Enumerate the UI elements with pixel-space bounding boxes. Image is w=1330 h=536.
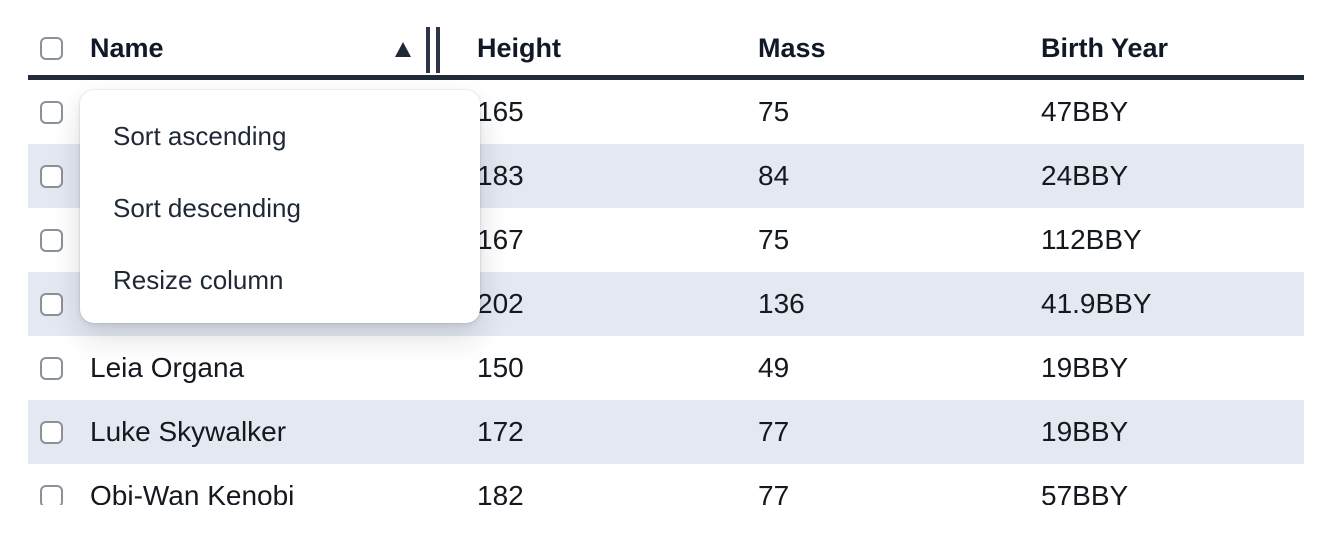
cell-height: 183 bbox=[477, 160, 524, 191]
cell-birth-year: 19BBY bbox=[1041, 352, 1129, 383]
data-table: Name Height Mass Birth Year 165 75 47BBY bbox=[28, 0, 1304, 505]
cell-height: 150 bbox=[477, 352, 524, 383]
menu-item-resize-column-label: Resize column bbox=[113, 264, 284, 295]
row-checkbox[interactable] bbox=[40, 292, 63, 316]
cell-name: Obi-Wan Kenobi bbox=[90, 480, 295, 505]
table-header-row: Name Height Mass Birth Year bbox=[28, 0, 1304, 80]
cell-birth-year: 19BBY bbox=[1041, 416, 1129, 447]
cell-mass: 75 bbox=[758, 96, 790, 127]
cell-mass: 77 bbox=[758, 416, 790, 447]
cell-mass: 75 bbox=[758, 224, 790, 255]
column-header-birth-year-label: Birth Year bbox=[1041, 33, 1169, 63]
column-header-height-label: Height bbox=[477, 33, 561, 63]
row-checkbox[interactable] bbox=[40, 228, 63, 252]
cell-birth-year: 57BBY bbox=[1041, 480, 1129, 505]
menu-item-resize-column[interactable]: Resize column bbox=[80, 244, 480, 316]
column-header-name[interactable]: Name bbox=[76, 0, 461, 75]
cell-birth-year: 41.9BBY bbox=[1041, 288, 1152, 319]
cell-birth-year: 112BBY bbox=[1041, 224, 1142, 255]
row-checkbox-cell bbox=[28, 272, 76, 336]
row-checkbox-cell bbox=[28, 400, 76, 464]
row-checkbox[interactable] bbox=[40, 356, 63, 380]
row-checkbox[interactable] bbox=[40, 164, 63, 188]
cell-birth-year: 47BBY bbox=[1041, 96, 1129, 127]
table-row: Obi-Wan Kenobi 182 77 57BBY bbox=[28, 464, 1304, 505]
column-header-mass-label: Mass bbox=[758, 33, 826, 63]
table-body: 165 75 47BBY 183 84 24BBY 167 75 112BBY … bbox=[28, 80, 1304, 505]
row-checkbox-cell bbox=[28, 464, 76, 505]
column-context-menu: Sort ascending Sort descending Resize co… bbox=[80, 90, 480, 323]
cell-height: 165 bbox=[477, 96, 524, 127]
menu-item-sort-descending[interactable]: Sort descending bbox=[80, 172, 480, 244]
column-header-birth-year[interactable]: Birth Year bbox=[1024, 0, 1304, 75]
row-checkbox-cell bbox=[28, 336, 76, 400]
cell-height: 172 bbox=[477, 416, 524, 447]
cell-height: 167 bbox=[477, 224, 524, 255]
cell-mass: 49 bbox=[758, 352, 790, 383]
menu-item-sort-descending-label: Sort descending bbox=[113, 192, 301, 223]
menu-item-sort-ascending-label: Sort ascending bbox=[113, 120, 287, 151]
column-header-name-label: Name bbox=[90, 33, 164, 63]
select-all-checkbox[interactable] bbox=[40, 37, 63, 60]
row-checkbox[interactable] bbox=[40, 100, 63, 124]
cell-birth-year: 24BBY bbox=[1041, 160, 1129, 191]
table-row: Luke Skywalker 172 77 19BBY bbox=[28, 400, 1304, 464]
cell-name: Luke Skywalker bbox=[90, 416, 287, 447]
row-checkbox[interactable] bbox=[40, 420, 63, 444]
table-row: Leia Organa 150 49 19BBY bbox=[28, 336, 1304, 400]
cell-mass: 84 bbox=[758, 160, 790, 191]
column-resize-handle[interactable] bbox=[426, 27, 440, 73]
header-checkbox-cell bbox=[28, 0, 76, 75]
cell-mass: 77 bbox=[758, 480, 790, 505]
cell-mass: 136 bbox=[758, 288, 805, 319]
column-header-mass[interactable]: Mass bbox=[741, 0, 1024, 75]
column-header-height[interactable]: Height bbox=[461, 0, 741, 75]
menu-item-sort-ascending[interactable]: Sort ascending bbox=[80, 100, 480, 172]
row-checkbox-cell bbox=[28, 80, 76, 144]
cell-height: 202 bbox=[477, 288, 524, 319]
cell-name: Leia Organa bbox=[90, 352, 245, 383]
row-checkbox-cell bbox=[28, 208, 76, 272]
row-checkbox[interactable] bbox=[40, 484, 63, 505]
sort-ascending-icon bbox=[395, 42, 411, 57]
row-checkbox-cell bbox=[28, 144, 76, 208]
cell-height: 182 bbox=[477, 480, 524, 505]
